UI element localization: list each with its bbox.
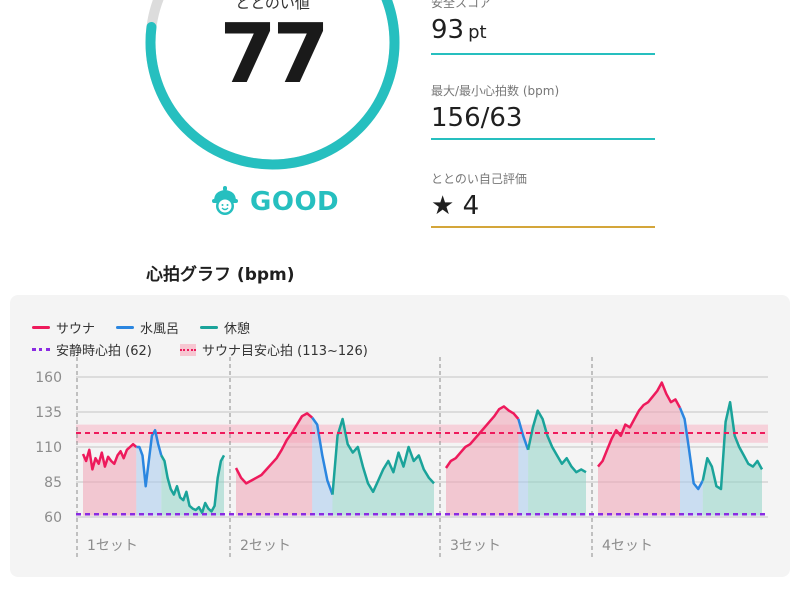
water-line [517,418,530,451]
legend-item-target-hr: サウナ目安心拍 (113~126) [180,340,368,359]
chart-plot: 160 135 110 85 60 1セット 2セット 3セット 4セット [35,357,768,557]
sauna-area [446,406,519,516]
stat-value: 93 pt [431,13,655,50]
rest-line [701,400,764,491]
self-evaluation-stat: ととのい自己評価 ★ 4 [431,170,655,228]
safety-score-stat: 安全スコア 93 pt [431,0,655,55]
safety-score-unit: pt [468,22,487,43]
set-label: 1セット [87,538,138,554]
rating-text: GOOD [250,187,340,217]
y-tick-label: 135 [35,405,62,421]
heart-rate-range-stat: 最大/最小心拍数 (bpm) 156/63 [431,82,655,140]
chart-title: 心拍グラフ (bpm) [146,265,295,285]
y-tick-label: 160 [35,370,62,386]
rest-area [528,410,586,516]
y-tick-label: 60 [44,510,62,526]
water-line [678,407,704,491]
legend-label: サウナ [56,322,96,337]
water-area [136,430,162,516]
smiling-face-in-sauna-hat-icon [208,183,242,221]
legend-swatch [32,348,50,351]
rest-line [160,454,226,515]
legend-label: サウナ目安心拍 (113~126) [202,344,368,359]
y-tick-label: 85 [44,475,62,491]
score-gauge: ととのい値 77 [140,0,405,175]
water-line [136,428,163,488]
set-label: 3セット [450,538,501,554]
stat-divider [431,138,655,140]
y-tick-label: 110 [35,440,62,456]
legend-swatch [32,326,50,329]
set-label: 4セット [602,538,653,554]
sauna-line [234,412,313,485]
legend-label: 水風呂 [140,322,180,337]
set-label: 2セット [240,538,291,554]
legend-swatch [116,326,134,329]
stat-caption: 最大/最小心拍数 (bpm) [431,84,560,98]
sauna-line [444,405,520,469]
stat-divider [431,226,655,228]
legend-item-sauna: サウナ [32,318,95,337]
sauna-line [597,381,682,468]
legend-item-resting-hr: 安静時心拍 (62) [32,340,152,359]
water-line [311,416,334,496]
rating-indicator: GOOD [208,183,339,221]
legend-label: 安静時心拍 (62) [56,344,152,359]
safety-score-value: 93 [431,15,465,45]
stat-caption: 安全スコア [431,0,492,10]
rest-area [332,419,434,516]
rest-line [526,409,587,474]
heart-rate-chart: サウナ 水風呂 休憩 安静時心拍 (62) サウナ目安心拍 (113~126) … [10,295,790,577]
sauna-area [598,382,680,516]
rest-area [161,455,224,516]
legend-label: 休憩 [224,322,251,337]
sauna-area [236,413,313,516]
legend-swatch [200,326,218,329]
gauge-ring [145,0,400,170]
gauge-value: 77 [219,7,329,102]
sauna-line [81,442,138,471]
water-area [312,417,333,516]
stat-value: ★ 4 [431,191,480,221]
stat-divider [431,53,655,55]
stat-caption: ととのい自己評価 [431,172,527,186]
legend-item-rest: 休憩 [200,318,250,337]
stat-value: 156/63 [431,103,523,133]
gauge-label: ととのい値 [235,0,310,12]
legend-swatch [180,343,196,356]
rest-line [331,417,435,495]
legend-item-cold-bath: 水風呂 [116,318,179,337]
